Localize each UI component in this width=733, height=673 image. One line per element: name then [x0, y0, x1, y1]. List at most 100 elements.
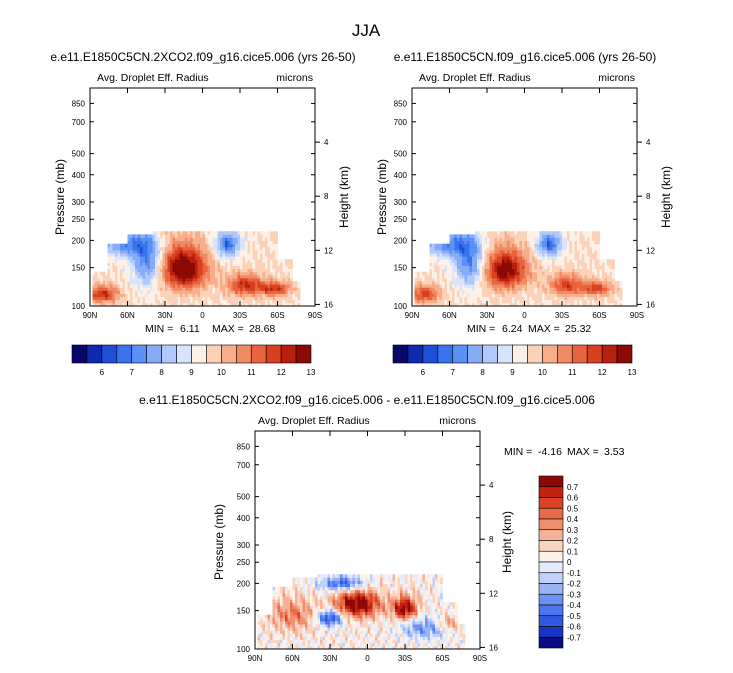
height-tick-label: 16 — [646, 300, 655, 309]
colorbar-label: 12 — [277, 368, 286, 377]
x-tick-label: 60S — [592, 311, 606, 320]
colorbar-label: 7 — [451, 368, 456, 377]
colorbar-label: 6 — [100, 368, 105, 377]
panel-difference: e.e11.E1850C5CN.2XCO2.f09_g16.cice5.006 … — [139, 393, 625, 663]
colorbar-box — [392, 344, 409, 364]
colorbar-label: -0.7 — [567, 633, 581, 642]
y-tick-label: 150 — [237, 607, 251, 616]
x-tick-label: 0 — [200, 311, 205, 320]
ylabel-right: Height (km) — [500, 511, 514, 573]
colorbar-box — [250, 344, 267, 364]
colorbar-label: -0.1 — [567, 569, 581, 578]
colorbar-label: -0.6 — [567, 623, 581, 632]
x-tick-label: 30S — [398, 654, 412, 663]
x-tick-label: 90N — [83, 311, 98, 320]
colorbar-box — [557, 344, 573, 364]
x-tick-label: 30S — [233, 311, 247, 320]
y-tick-label: 500 — [394, 150, 408, 159]
height-tick-label: 12 — [489, 589, 498, 598]
min-label: MIN = — [145, 323, 173, 335]
page-title: JJA — [352, 21, 381, 40]
colorbar-box — [601, 344, 618, 364]
colorbar-box — [280, 344, 297, 364]
y-tick-label: 500 — [72, 150, 86, 159]
x-tick-label: 30N — [158, 311, 173, 320]
colorbar-box — [265, 344, 282, 364]
y-tick-label: 400 — [237, 514, 251, 523]
colorbar-box — [538, 529, 564, 541]
units-label: microns — [276, 72, 313, 84]
contour-field: 100 150 200 250 300 400 500 700 850 4 8 12 16 90N 60N 3… — [237, 430, 498, 663]
colorbar-label: 6 — [421, 368, 426, 377]
x-tick-label: 60N — [442, 311, 457, 320]
colorbar-label: 7 — [130, 368, 135, 377]
y-tick-label: 150 — [394, 264, 408, 273]
colorbar-box — [221, 344, 237, 364]
colorbar: 6 7 8 9 10 11 12 13 — [392, 344, 637, 377]
colorbar-label: 0.7 — [567, 483, 579, 492]
height-tick-label: 8 — [324, 192, 329, 201]
colorbar-label: 0 — [567, 558, 572, 567]
colorbar-box — [538, 497, 564, 509]
x-tick-label: 60N — [120, 311, 135, 320]
y-tick-label: 100 — [394, 302, 408, 311]
max-value: 3.53 — [604, 446, 625, 458]
colorbar-label: 0.6 — [567, 494, 579, 503]
y-tick-label: 300 — [72, 198, 86, 207]
height-tick-label: 12 — [646, 246, 655, 255]
x-tick-label: 60S — [270, 311, 284, 320]
colorbar-box — [191, 344, 207, 364]
min-value: 6.24 — [502, 323, 523, 335]
colorbar-box — [538, 561, 564, 574]
y-tick-label: 250 — [72, 215, 86, 224]
ylabel-right: Height (km) — [659, 166, 673, 228]
height-tick-label: 16 — [324, 300, 333, 309]
max-label: MAX = — [212, 323, 244, 335]
colorbar-box — [538, 540, 564, 552]
y-tick-label: 100 — [237, 645, 251, 654]
colorbar-box — [538, 518, 564, 531]
y-tick-label: 700 — [237, 461, 251, 470]
colorbar-label: 13 — [307, 368, 316, 377]
colorbar-label: 8 — [480, 368, 485, 377]
x-tick-label: 30N — [323, 654, 338, 663]
colorbar-box — [538, 583, 564, 595]
y-tick-label: 500 — [237, 493, 251, 502]
colorbar-label: 13 — [628, 368, 637, 377]
panel-title: e.e11.E1850C5CN.2XCO2.f09_g16.cice5.006 … — [50, 50, 355, 64]
height-tick-label: 16 — [489, 643, 498, 652]
colorbar-box — [86, 344, 103, 364]
colorbar-box — [437, 344, 454, 364]
y-tick-label: 200 — [394, 236, 408, 245]
colorbar-box — [542, 344, 558, 364]
max-label: MAX = — [567, 446, 599, 458]
ylabel: Pressure (mb) — [375, 159, 389, 235]
colorbar-label: 8 — [159, 368, 164, 377]
height-tick-label: 4 — [646, 138, 651, 147]
colorbar-label: 0.5 — [567, 504, 579, 513]
x-tick-label: 60S — [435, 654, 449, 663]
colorbar-box — [527, 344, 543, 364]
y-tick-label: 250 — [237, 558, 251, 567]
y-tick-label: 150 — [72, 264, 86, 273]
colorbar-label: 9 — [510, 368, 515, 377]
colorbar-box — [616, 344, 633, 364]
y-tick-label: 200 — [72, 236, 86, 245]
min-value: 6.11 — [180, 323, 200, 335]
colorbar-label: -0.2 — [567, 580, 581, 589]
contour-field: 100 150 200 250 300 400 500 700 850 4 8 12 16 90N 60N 3… — [394, 87, 655, 320]
panel-title: e.e11.E1850C5CN.2XCO2.f09_g16.cice5.006 … — [139, 393, 595, 407]
colorbar-box — [236, 344, 252, 364]
colorbar-box — [538, 615, 564, 627]
x-tick-label: 90N — [405, 311, 420, 320]
colorbar-box — [161, 344, 177, 364]
ylabel: Pressure (mb) — [53, 159, 67, 235]
colorbar-box — [538, 572, 564, 584]
y-tick-label: 100 — [72, 302, 86, 311]
colorbar-box — [538, 636, 564, 649]
ylabel: Pressure (mb) — [212, 504, 226, 580]
left-string: Avg. Droplet Eff. Radius — [419, 72, 531, 84]
colorbar-label: 0.3 — [567, 526, 579, 535]
colorbar-box — [71, 344, 88, 364]
y-tick-label: 300 — [394, 198, 408, 207]
